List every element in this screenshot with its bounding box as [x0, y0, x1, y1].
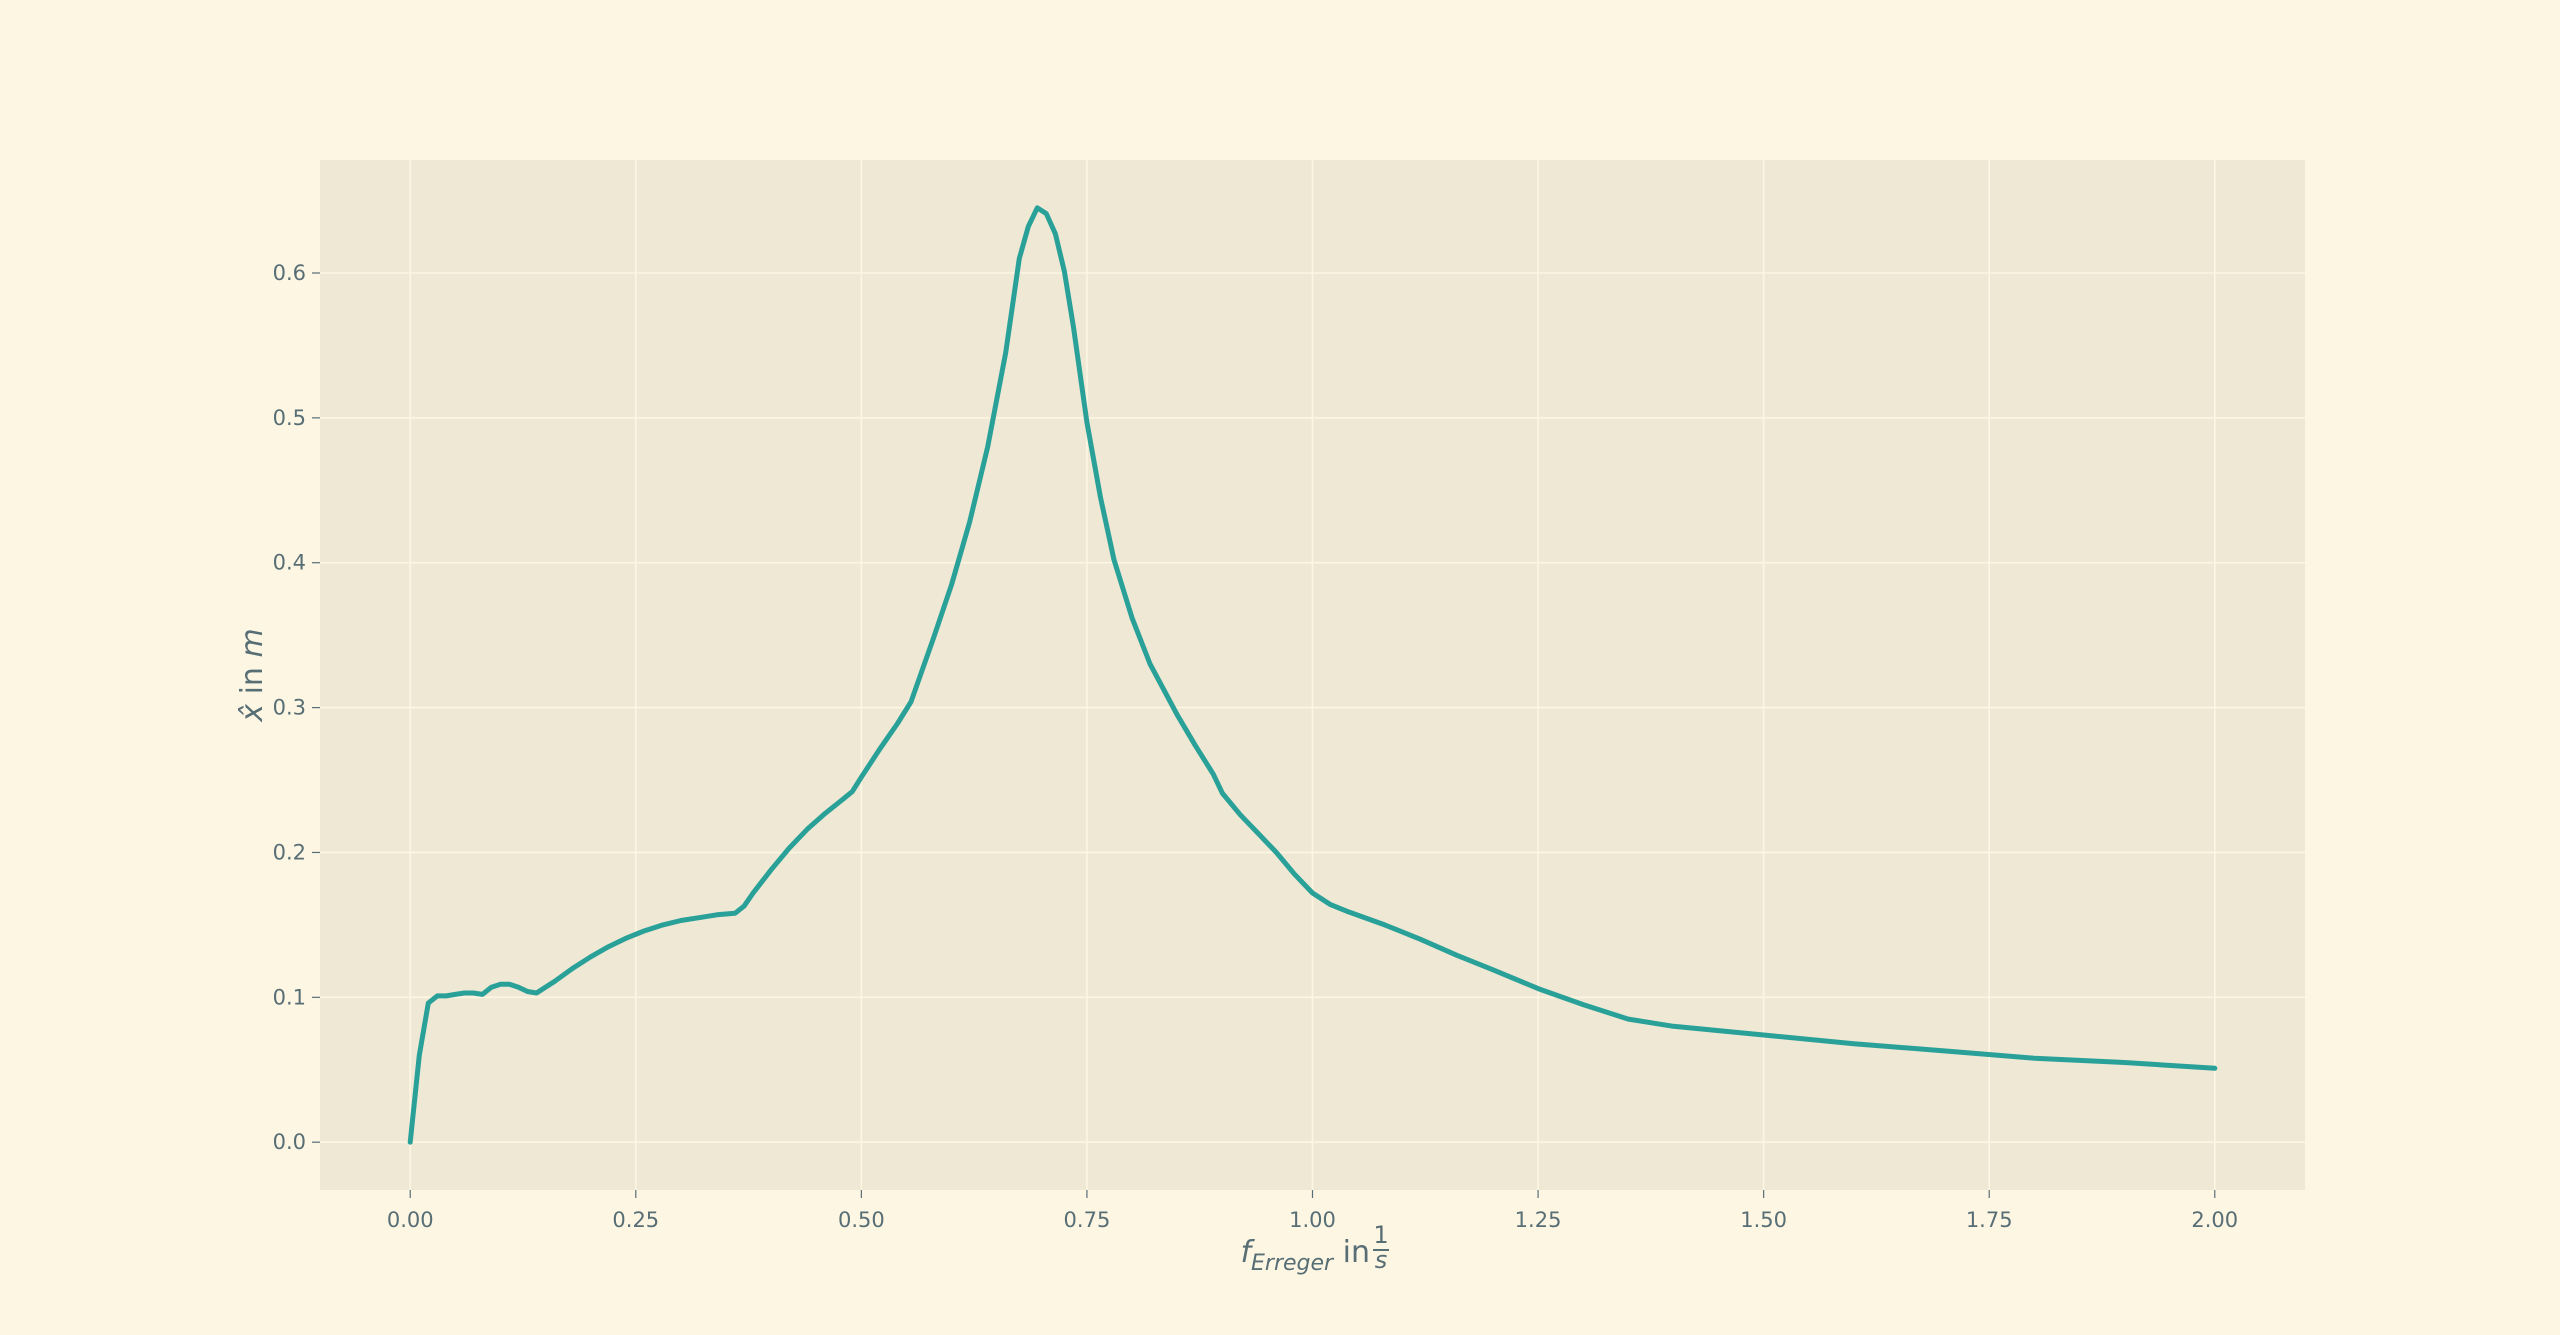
x-tick-label: 1.00: [1289, 1208, 1336, 1232]
y-tick-label: 0.4: [273, 551, 306, 575]
x-axis-label-frac-den: s: [1375, 1246, 1388, 1274]
y-axis-label: x̂ in m: [235, 628, 270, 722]
x-axis-label-sub: Erreger: [1251, 1251, 1335, 1276]
x-tick-label: 1.50: [1740, 1208, 1787, 1232]
y-tick-label: 0.2: [273, 840, 306, 864]
x-tick-label: 2.00: [2191, 1208, 2238, 1232]
series-line-amplitude: [407, 205, 2218, 1145]
series-layer: [407, 205, 2218, 1145]
x-axis-label: fErreger in: [1240, 1235, 1379, 1276]
x-tick-label: 1.75: [1966, 1208, 2013, 1232]
y-tick-label: 0.3: [273, 696, 306, 720]
x-axis-ticks: 0.00 0.25 0.50 0.75 1.00 1.25 1.50 1.75 2.00: [387, 1190, 2238, 1232]
x-axis-label-frac-num: 1: [1373, 1221, 1388, 1249]
y-tick-label: 0.1: [273, 985, 306, 1009]
y-axis-label-unit: m: [235, 628, 270, 657]
x-tick-label: 0.50: [838, 1208, 885, 1232]
grid-lines: [320, 160, 2305, 1190]
y-axis-ticks: 0.0 0.1 0.2 0.3 0.4 0.5 0.6: [273, 261, 320, 1154]
x-tick-label: 1.25: [1515, 1208, 1562, 1232]
y-tick-label: 0.0: [273, 1130, 306, 1154]
y-tick-label: 0.6: [273, 261, 306, 285]
y-axis-label-mid: in: [235, 658, 270, 704]
y-tick-label: 0.5: [273, 406, 306, 430]
x-tick-label: 0.25: [612, 1208, 659, 1232]
x-tick-label: 0.00: [387, 1208, 434, 1232]
y-axis-label-var: x̂: [235, 704, 270, 723]
x-axis-label-mid: in: [1333, 1235, 1379, 1270]
x-tick-label: 0.75: [1064, 1208, 1111, 1232]
